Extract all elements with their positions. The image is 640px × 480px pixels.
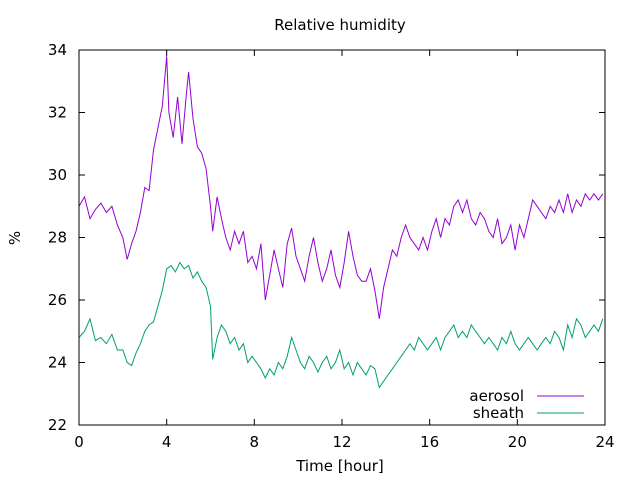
y-tick-label: 26 xyxy=(48,291,67,309)
plot-lines xyxy=(78,56,604,389)
y-tick-label: 32 xyxy=(48,104,67,122)
y-axis-label: % xyxy=(6,231,24,245)
x-tick-label: 16 xyxy=(420,433,439,451)
y-tick-label: 22 xyxy=(48,416,67,434)
legend-label-aerosol: aerosol xyxy=(469,387,524,405)
y-tick-label: 28 xyxy=(48,229,67,247)
series-line-sheath xyxy=(78,261,604,389)
x-tick-label: 4 xyxy=(162,433,172,451)
y-tick-label: 30 xyxy=(48,166,67,184)
axis-ticks: 0 4 8 12 16 20 24 22 24 26 28 30 32 34 xyxy=(48,41,615,451)
x-tick-label: 0 xyxy=(74,433,84,451)
y-tick-label: 24 xyxy=(48,354,67,372)
x-axis-label: Time [hour] xyxy=(295,457,384,475)
plot-frame xyxy=(78,49,606,426)
series-line-aerosol xyxy=(78,56,604,319)
y-tick-label: 34 xyxy=(48,41,67,59)
chart-title: Relative humidity xyxy=(274,16,406,34)
legend-label-sheath: sheath xyxy=(473,404,524,422)
x-tick-label: 8 xyxy=(250,433,260,451)
x-tick-label: 24 xyxy=(595,433,614,451)
x-tick-label: 12 xyxy=(332,433,351,451)
x-tick-label: 20 xyxy=(508,433,527,451)
